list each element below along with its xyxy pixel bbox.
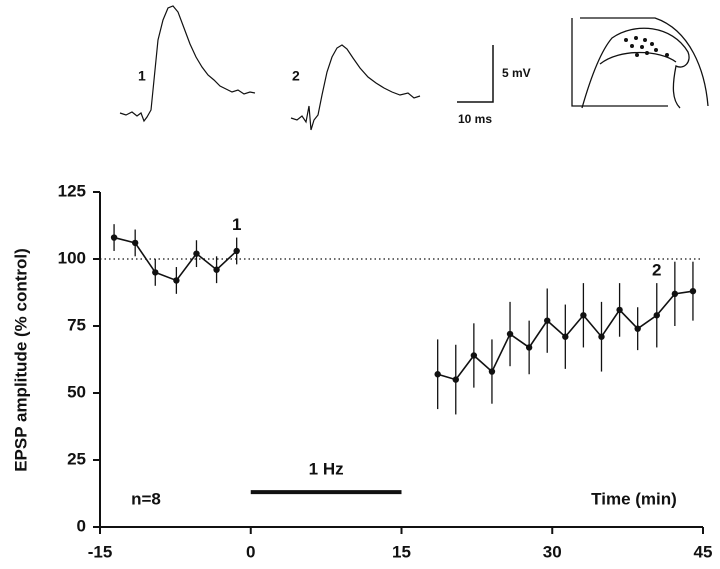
y-tick-label: 125	[58, 181, 86, 200]
y-tick-label: 25	[67, 449, 86, 468]
data-point	[452, 376, 459, 383]
trace-label: 1	[138, 68, 146, 84]
data-point	[671, 290, 679, 298]
x-tick-label: 15	[392, 542, 411, 561]
data-point	[233, 247, 240, 255]
note: n=8	[131, 489, 161, 508]
trace-label: 2	[292, 68, 300, 84]
stimulus-label: 1 Hz	[309, 460, 344, 479]
scale-bar	[457, 45, 494, 103]
trace	[290, 44, 421, 131]
data-point	[506, 330, 514, 338]
data-point	[544, 317, 551, 324]
slice-diagram	[571, 17, 709, 109]
scale-label: 10 ms	[458, 112, 492, 126]
y-tick-label: 75	[67, 315, 86, 334]
data-point	[580, 312, 587, 319]
x-axis-label: Time (min)	[591, 489, 677, 508]
x-tick-label: 30	[543, 542, 562, 561]
data-point	[689, 287, 697, 295]
y-axis-label: EPSP amplitude (% control)	[11, 248, 30, 472]
data-point	[634, 325, 641, 332]
data-point	[653, 312, 660, 319]
y-tick-label: 50	[67, 382, 86, 401]
data-point	[598, 333, 605, 340]
data-point	[193, 250, 200, 257]
data-point	[525, 344, 533, 351]
y-tick-label: 0	[77, 516, 86, 535]
data-point	[152, 269, 159, 276]
x-tick-label: 45	[694, 542, 713, 561]
point-label: 2	[652, 261, 661, 280]
data-point	[562, 333, 569, 340]
data-point	[488, 368, 496, 375]
scale-label: 5 mV	[502, 66, 531, 80]
data-point	[470, 352, 478, 359]
data-point	[110, 234, 118, 241]
x-tick-label: -15	[88, 542, 113, 561]
data-point	[213, 266, 220, 273]
data-point	[616, 306, 623, 314]
point-label: 1	[232, 215, 241, 234]
trace	[119, 5, 256, 123]
y-tick-label: 100	[58, 248, 86, 267]
data-point	[173, 277, 180, 284]
data-point	[434, 371, 441, 378]
data-point	[131, 239, 139, 247]
x-tick-label: 0	[246, 542, 255, 561]
